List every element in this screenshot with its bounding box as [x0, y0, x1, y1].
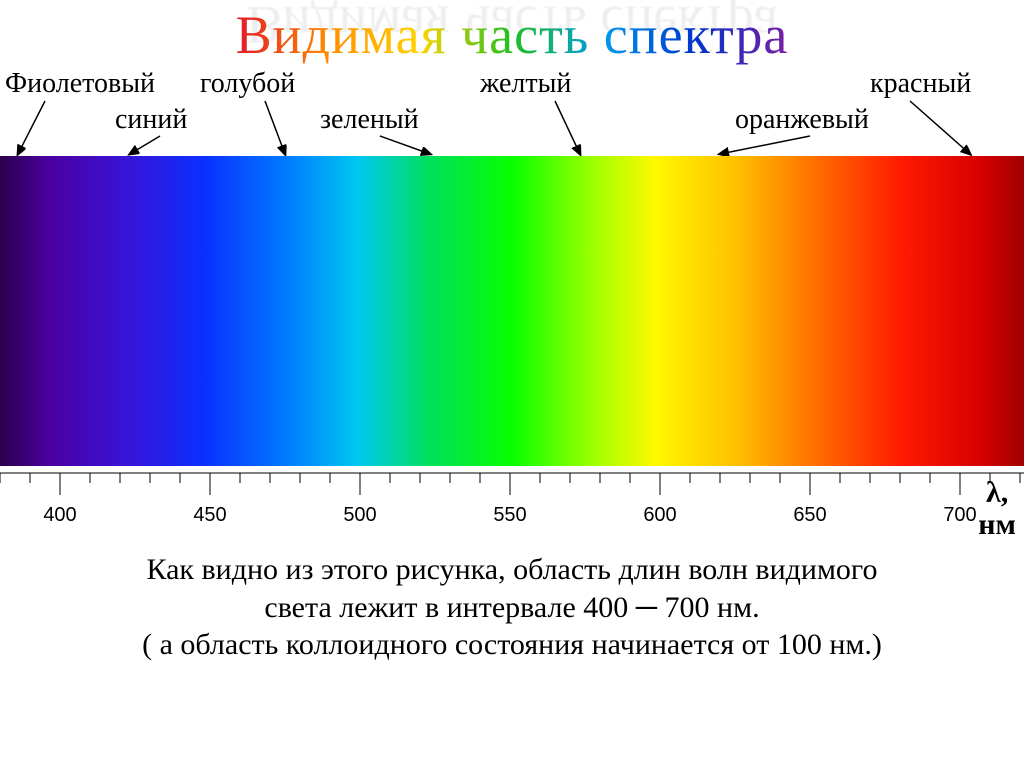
svg-text:400: 400 — [43, 504, 76, 526]
caption-line-3: ( а область коллоидного состояния начина… — [20, 626, 1004, 664]
color-label: зеленый — [320, 104, 419, 136]
axis-label: λ, нм — [978, 477, 1016, 540]
svg-text:450: 450 — [193, 504, 226, 526]
caption-line-1: Как видно из этого рисунка, область длин… — [20, 551, 1004, 589]
color-label: оранжевый — [735, 104, 869, 136]
caption-line-2: света лежит в интервале 400 ─ 700 нм. — [20, 589, 1004, 627]
wavelength-scale: 400 450 500 550 600 650 700 λ, нм — [0, 471, 1024, 541]
color-label: красный — [870, 68, 971, 100]
svg-text:500: 500 — [343, 504, 376, 526]
svg-text:550: 550 — [493, 504, 526, 526]
page-title: Видимая часть спектра — [236, 4, 789, 66]
color-label: Фиолетовый — [5, 68, 155, 100]
svg-text:650: 650 — [793, 504, 826, 526]
color-labels-region: Фиолетовый голубой желтый красный синий зелен… — [0, 66, 1024, 156]
title-area: Видимая часть спектра Видимая часть спек… — [0, 0, 1024, 66]
color-label: желтый — [480, 68, 571, 100]
svg-text:600: 600 — [643, 504, 676, 526]
axis-lambda: λ, — [986, 476, 1008, 509]
axis-unit: нм — [978, 508, 1016, 541]
svg-text:700: 700 — [943, 504, 976, 526]
scale-ruler: 400 450 500 550 600 650 700 — [0, 471, 1024, 541]
color-label: голубой — [200, 68, 295, 100]
color-label: синий — [115, 104, 187, 136]
spectrum-band — [0, 156, 1024, 466]
caption-text: Как видно из этого рисунка, область длин… — [0, 541, 1024, 664]
